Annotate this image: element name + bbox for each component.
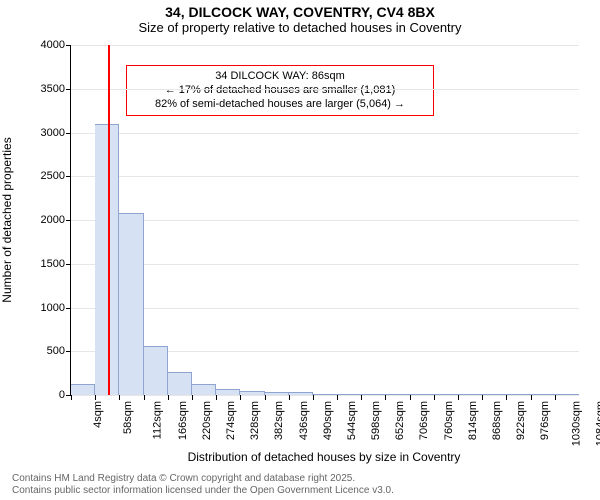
y-tick-label: 500 bbox=[47, 345, 71, 357]
histogram-bar bbox=[555, 394, 579, 395]
y-tick-label: 1500 bbox=[41, 258, 71, 270]
x-tick bbox=[385, 395, 386, 400]
histogram-bar bbox=[458, 394, 482, 395]
x-tick-label: 220sqm bbox=[201, 401, 213, 440]
grid-line bbox=[71, 89, 579, 90]
x-tick bbox=[71, 395, 72, 400]
x-tick-label: 4sqm bbox=[92, 401, 104, 428]
histogram-bar bbox=[337, 394, 361, 395]
x-tick bbox=[458, 395, 459, 400]
x-tick bbox=[192, 395, 193, 400]
x-tick-label: 490sqm bbox=[322, 401, 334, 440]
x-tick-label: 652sqm bbox=[394, 401, 406, 440]
x-tick-label: 58sqm bbox=[122, 401, 134, 434]
x-tick-label: 328sqm bbox=[249, 401, 261, 440]
grid-line bbox=[71, 220, 579, 221]
title-line1: 34, DILCOCK WAY, COVENTRY, CV4 8BX bbox=[0, 4, 600, 20]
y-tick-label: 1000 bbox=[41, 302, 71, 314]
y-tick-label: 4000 bbox=[41, 39, 71, 51]
x-tick-label: 112sqm bbox=[152, 401, 164, 439]
x-tick-label: 544sqm bbox=[346, 401, 358, 440]
x-tick-label: 868sqm bbox=[491, 401, 503, 440]
annotation-line2: ← 17% of detached houses are smaller (1,… bbox=[135, 84, 425, 98]
y-tick-label: 3500 bbox=[41, 83, 71, 95]
x-tick bbox=[216, 395, 217, 400]
histogram-bar bbox=[119, 213, 143, 395]
x-tick bbox=[144, 395, 145, 400]
x-tick-label: 1030sqm bbox=[570, 401, 582, 446]
histogram-bar bbox=[313, 394, 337, 395]
chart-title: 34, DILCOCK WAY, COVENTRY, CV4 8BX Size … bbox=[0, 0, 600, 35]
x-tick bbox=[555, 395, 556, 400]
annotation-line3: 82% of semi-detached houses are larger (… bbox=[135, 98, 425, 112]
grid-line bbox=[71, 133, 579, 134]
histogram-bar bbox=[506, 394, 530, 395]
x-tick-label: 706sqm bbox=[419, 401, 431, 440]
x-tick-label: 760sqm bbox=[443, 401, 455, 440]
x-tick bbox=[410, 395, 411, 400]
x-tick bbox=[265, 395, 266, 400]
annotation-box: 34 DILCOCK WAY: 86sqm ← 17% of detached … bbox=[126, 65, 434, 116]
x-tick bbox=[119, 395, 120, 400]
x-tick bbox=[361, 395, 362, 400]
y-tick-label: 2500 bbox=[41, 170, 71, 182]
y-axis-label: Number of detached properties bbox=[0, 137, 14, 302]
footer-line1: Contains HM Land Registry data © Crown c… bbox=[12, 473, 394, 485]
x-tick-label: 382sqm bbox=[273, 401, 285, 440]
grid-line bbox=[71, 264, 579, 265]
histogram-bar bbox=[265, 392, 289, 395]
histogram-bar bbox=[482, 394, 506, 395]
histogram-bar bbox=[144, 346, 168, 395]
y-tick-label: 3000 bbox=[41, 127, 71, 139]
x-tick bbox=[95, 395, 96, 400]
x-tick-label: 436sqm bbox=[298, 401, 310, 440]
histogram-bar bbox=[192, 384, 216, 395]
histogram-bar bbox=[216, 389, 240, 395]
histogram-bar bbox=[168, 372, 192, 395]
x-tick-label: 1084sqm bbox=[594, 401, 600, 446]
x-tick bbox=[289, 395, 290, 400]
x-tick bbox=[337, 395, 338, 400]
x-tick-label: 922sqm bbox=[515, 401, 527, 440]
grid-line bbox=[71, 176, 579, 177]
histogram-bar bbox=[434, 394, 458, 395]
y-tick-label: 2000 bbox=[41, 214, 71, 226]
x-tick-label: 598sqm bbox=[370, 401, 382, 440]
histogram-bar bbox=[531, 394, 555, 395]
grid-line bbox=[71, 395, 579, 396]
x-axis-label: Distribution of detached houses by size … bbox=[70, 450, 578, 464]
footer-line2: Contains public sector information licen… bbox=[12, 485, 394, 497]
x-tick-label: 274sqm bbox=[225, 401, 237, 440]
histogram-bar bbox=[385, 394, 409, 395]
plot-area: 34 DILCOCK WAY: 86sqm ← 17% of detached … bbox=[70, 45, 579, 396]
x-tick-label: 976sqm bbox=[540, 401, 552, 440]
x-tick bbox=[313, 395, 314, 400]
chart-container: { "title": { "line1": "34, DILCOCK WAY, … bbox=[0, 0, 600, 500]
grid-line bbox=[71, 308, 579, 309]
x-tick-label: 814sqm bbox=[467, 401, 479, 440]
grid-line bbox=[71, 45, 579, 46]
x-tick bbox=[482, 395, 483, 400]
x-tick bbox=[434, 395, 435, 400]
marker-line bbox=[108, 45, 110, 395]
y-tick-label: 0 bbox=[59, 389, 71, 401]
histogram-bar bbox=[289, 392, 313, 395]
histogram-bar bbox=[71, 384, 95, 395]
title-line2: Size of property relative to detached ho… bbox=[0, 20, 600, 35]
x-tick bbox=[240, 395, 241, 400]
histogram-bar bbox=[361, 394, 385, 395]
footer-attribution: Contains HM Land Registry data © Crown c… bbox=[12, 473, 394, 497]
histogram-bar bbox=[240, 391, 264, 395]
x-tick-label: 166sqm bbox=[177, 401, 189, 440]
histogram-bar bbox=[410, 394, 434, 395]
x-tick bbox=[506, 395, 507, 400]
x-tick bbox=[531, 395, 532, 400]
annotation-line1: 34 DILCOCK WAY: 86sqm bbox=[135, 70, 425, 84]
x-tick bbox=[168, 395, 169, 400]
